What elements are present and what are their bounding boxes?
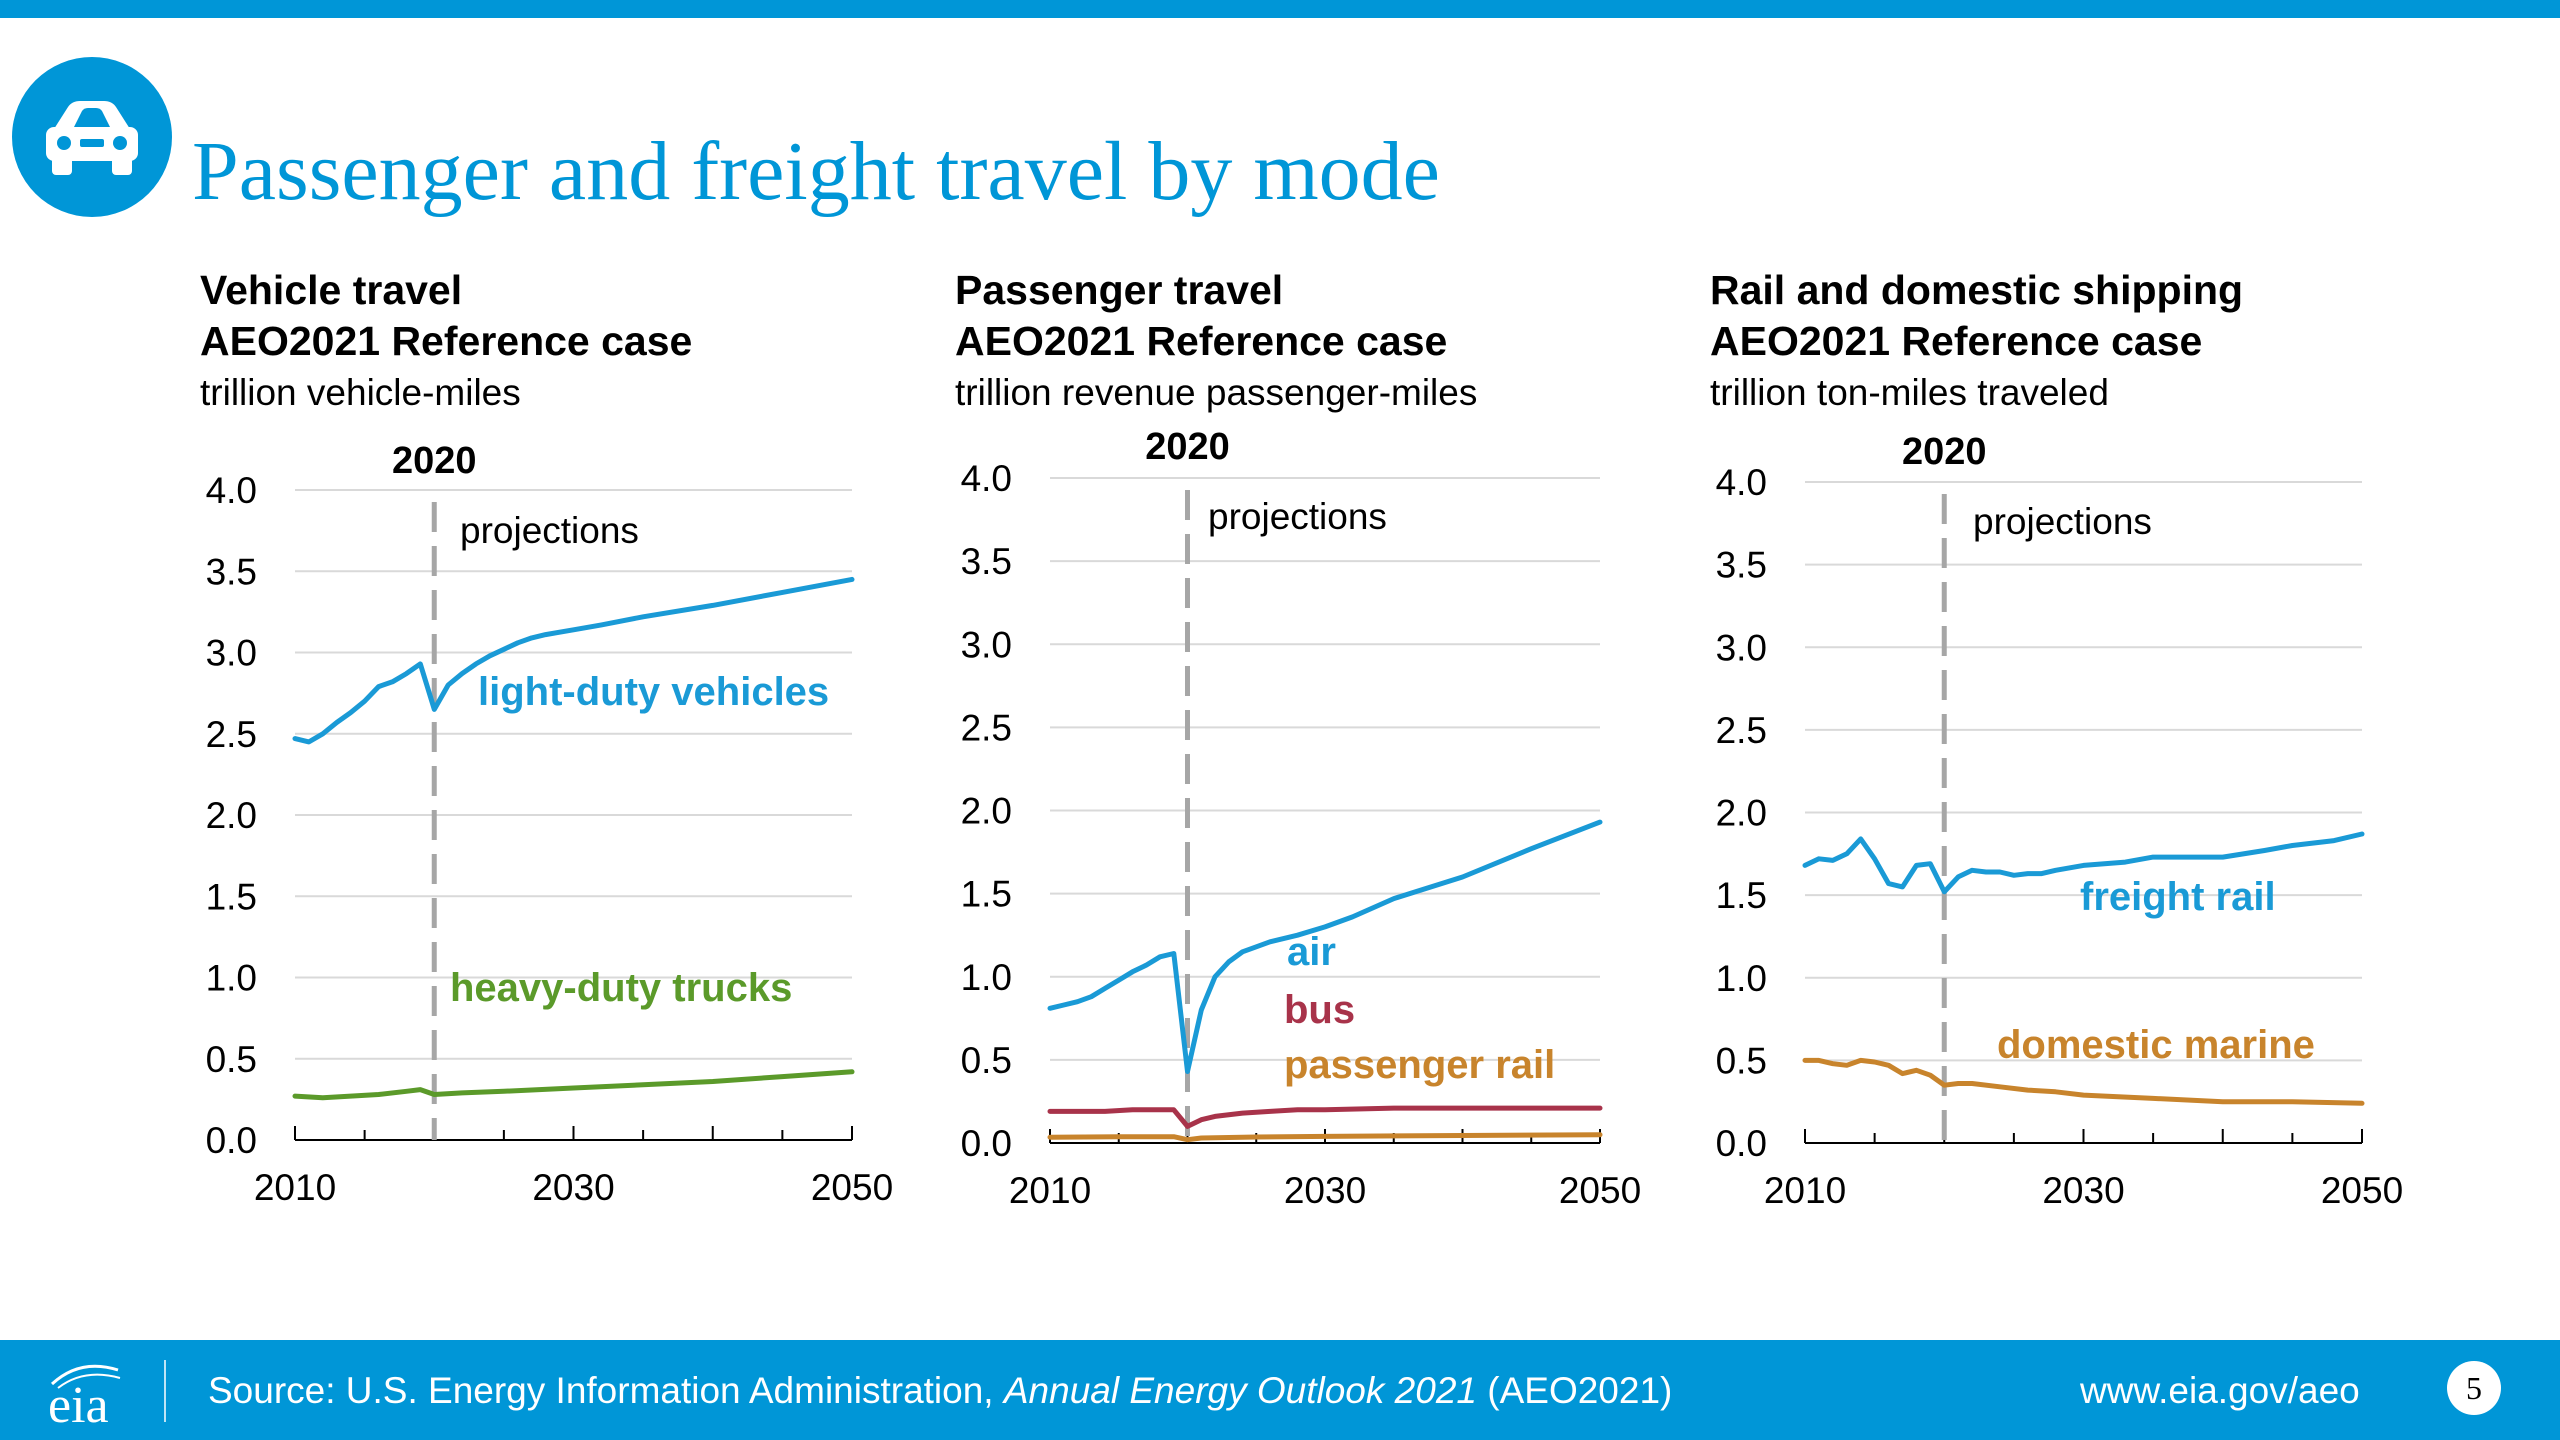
series-line-heavy-duty-trucks <box>292 1069 855 1101</box>
x-tick-label: 2010 <box>1009 1170 1091 1211</box>
page-title: Passenger and freight travel by mode <box>192 125 1440 218</box>
source-text: Source: U.S. Energy Information Administ… <box>208 1372 1672 1409</box>
chart-header: Vehicle travel AEO2021 Reference case tr… <box>200 265 692 418</box>
y-tick-label: 1.5 <box>206 876 257 917</box>
series-line-freight-rail <box>1802 831 2365 895</box>
car-badge <box>12 57 172 217</box>
page-number: 5 <box>2447 1361 2501 1415</box>
projections-label: projections <box>1973 501 2152 542</box>
eia-logo: eia <box>48 1364 121 1430</box>
y-tick-label: 0.5 <box>206 1039 257 1080</box>
source-publication: Annual Energy Outlook 2021 <box>1003 1370 1477 1411</box>
x-tick-label: 2030 <box>1284 1170 1366 1211</box>
divider-year-label: 2020 <box>1902 431 1987 473</box>
y-tick-label: 4.0 <box>1716 462 1767 503</box>
series-line-bus <box>1047 1105 1603 1129</box>
y-tick-label: 1.0 <box>1716 958 1767 999</box>
x-tick-label: 2050 <box>811 1167 893 1208</box>
series-label-light-duty-vehicles: light-duty vehicles <box>478 670 829 714</box>
eia-logo-text: eia <box>48 1377 109 1430</box>
y-tick-label: 2.0 <box>961 791 1012 832</box>
chart-panel-passenger-travel: Passenger travel AEO2021 Reference case … <box>955 265 1675 1255</box>
top-accent-bar <box>0 0 2560 18</box>
y-tick-label: 3.0 <box>206 633 257 674</box>
y-tick-label: 3.0 <box>961 624 1012 665</box>
chart-panel-rail-shipping: Rail and domestic shipping AEO2021 Refer… <box>1710 265 2430 1255</box>
chart-title: Rail and domestic shipping <box>1710 267 2244 313</box>
y-tick-label: 4.0 <box>961 458 1012 499</box>
projections-label: projections <box>460 510 639 551</box>
car-icon <box>46 101 138 175</box>
vehicle-travel-chart: 0.0 0.5 1.0 1.5 2.0 2.5 3.0 3.5 4.0 2010 2030 2050 2… <box>206 440 894 1208</box>
y-tick-label: 1.5 <box>1716 875 1767 916</box>
y-tick-label: 3.0 <box>1716 627 1767 668</box>
y-tick-label: 1.0 <box>206 958 257 999</box>
y-tick-label: 3.5 <box>961 541 1012 582</box>
x-tick-label: 2030 <box>2042 1170 2124 1211</box>
y-tick-label: 3.5 <box>1716 545 1767 586</box>
x-tick-label: 2010 <box>254 1167 336 1208</box>
y-tick-label: 0.0 <box>961 1123 1012 1164</box>
series-line-air <box>1047 819 1603 1074</box>
chart-subtitle: AEO2021 Reference case <box>200 318 693 364</box>
y-tick-label: 0.5 <box>961 1040 1012 1081</box>
series-label-air: air <box>1287 930 1336 974</box>
chart-panel-vehicle-travel: Vehicle travel AEO2021 Reference case tr… <box>200 265 920 1255</box>
series-label-domestic-marine: domestic marine <box>1997 1023 2315 1067</box>
y-tick-label: 0.0 <box>1716 1123 1767 1164</box>
y-tick-label: 1.0 <box>961 957 1012 998</box>
y-tick-label: 0.5 <box>1716 1040 1767 1081</box>
y-tick-label: 4.0 <box>206 470 257 511</box>
series-line-passenger-rail <box>1047 1132 1603 1143</box>
source-prefix: Source: U.S. Energy Information Administ… <box>208 1370 994 1411</box>
divider-year-label: 2020 <box>1145 426 1230 468</box>
x-tick-label: 2010 <box>1764 1170 1846 1211</box>
series-label-passenger-rail: passenger rail <box>1284 1043 1555 1087</box>
chart-unit-label: trillion ton-miles traveled <box>1710 372 2109 413</box>
source-suffix: (AEO2021) <box>1487 1370 1673 1411</box>
series-line-light-duty-vehicles <box>292 576 855 745</box>
chart-header: Passenger travel AEO2021 Reference case … <box>955 265 1477 418</box>
x-tick-label: 2050 <box>2321 1170 2403 1211</box>
y-tick-label: 1.5 <box>961 874 1012 915</box>
y-tick-label: 3.5 <box>206 551 257 592</box>
chart-title: Vehicle travel <box>200 267 463 313</box>
chart-subtitle: AEO2021 Reference case <box>1710 318 2203 364</box>
y-tick-label: 2.0 <box>206 795 257 836</box>
series-label-heavy-duty-trucks: heavy-duty trucks <box>450 966 792 1010</box>
projections-label: projections <box>1208 496 1387 537</box>
chart-unit-label: trillion vehicle-miles <box>200 372 521 413</box>
chart-header: Rail and domestic shipping AEO2021 Refer… <box>1710 265 2243 418</box>
rail-shipping-chart: 0.0 0.5 1.0 1.5 2.0 2.5 3.0 3.5 4.0 2010 2030 2050 2… <box>1716 431 2404 1211</box>
series-label-freight-rail: freight rail <box>2080 875 2276 919</box>
chart-title: Passenger travel <box>955 267 1284 313</box>
y-tick-label: 2.5 <box>206 714 257 755</box>
chart-unit-label: trillion revenue passenger-miles <box>955 372 1478 413</box>
y-tick-label: 2.5 <box>1716 710 1767 751</box>
series-label-bus: bus <box>1284 988 1355 1032</box>
divider-year-label: 2020 <box>392 440 477 482</box>
footer-bar: eia Source: U.S. Energy Information Admi… <box>0 1340 2560 1440</box>
x-tick-label: 2050 <box>1559 1170 1641 1211</box>
y-tick-label: 0.0 <box>206 1120 257 1161</box>
passenger-travel-chart: 0.0 0.5 1.0 1.5 2.0 2.5 3.0 3.5 4.0 2010 2030 2050 2… <box>961 426 1642 1211</box>
y-tick-label: 2.5 <box>961 707 1012 748</box>
footer-divider <box>164 1360 166 1422</box>
y-tick-label: 2.0 <box>1716 793 1767 834</box>
website-url[interactable]: www.eia.gov/aeo <box>2080 1370 2360 1411</box>
x-tick-label: 2030 <box>532 1167 614 1208</box>
chart-subtitle: AEO2021 Reference case <box>955 318 1448 364</box>
series-line-domestic-marine <box>1802 1057 2365 1106</box>
